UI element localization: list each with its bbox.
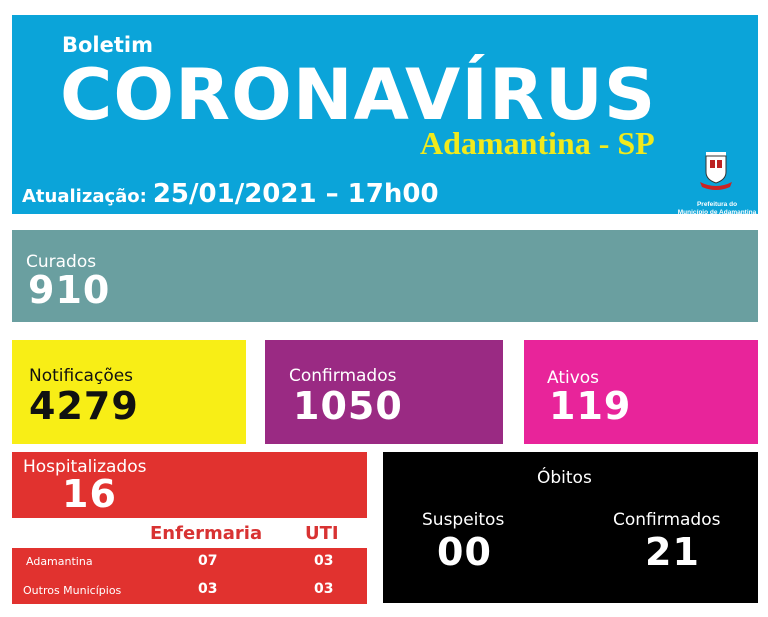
obitos-card: Óbitos Suspeitos 00 Confirmados 21 <box>383 452 758 603</box>
page-title: CORONAVÍRUS <box>60 54 657 136</box>
update-info: Atualização: 25/01/2021 – 17h00 <box>22 179 439 209</box>
confirmados-label: Confirmados <box>289 366 397 386</box>
row-label: Outros Municípios <box>23 584 122 597</box>
obitos-title: Óbitos <box>537 468 592 488</box>
city-hall-logo-text: Prefeitura do Município de Adamantina <box>672 201 762 217</box>
suspeitos-value: 00 <box>437 530 492 574</box>
curados-card: Curados 910 <box>12 230 758 322</box>
notificacoes-value: 4279 <box>29 384 139 428</box>
update-label: Atualização: <box>22 186 147 207</box>
row-enfermaria-value: 07 <box>198 553 218 569</box>
hospitalizados-value: 16 <box>62 472 117 516</box>
confirmados-value: 1050 <box>293 384 403 428</box>
update-value: 25/01/2021 – 17h00 <box>152 179 439 209</box>
row-uti-value: 03 <box>314 581 334 597</box>
curados-value: 910 <box>28 268 111 312</box>
row-label: Adamantina <box>26 555 93 568</box>
hospitalizados-table: Adamantina 07 03 Outros Municípios 03 03 <box>12 548 367 604</box>
notificacoes-label: Notificações <box>29 366 134 386</box>
hospitalizados-card: Hospitalizados 16 <box>12 452 367 518</box>
column-header-uti: UTI <box>305 523 339 544</box>
obitos-confirmados-label: Confirmados <box>613 510 721 530</box>
notificacoes-card: Notificações 4279 <box>12 340 246 444</box>
ativos-label: Ativos <box>547 368 600 388</box>
city-crest-icon <box>700 152 732 190</box>
header-banner: Boletim CORONAVÍRUS Adamantina - SP Atua… <box>12 15 758 216</box>
row-enfermaria-value: 03 <box>198 581 218 597</box>
obitos-confirmados-value: 21 <box>645 530 700 574</box>
city-label: Adamantina - SP <box>420 125 655 161</box>
confirmados-card: Confirmados 1050 <box>265 340 503 444</box>
logo-text-line-1: Prefeitura do <box>696 201 738 208</box>
curados-label: Curados <box>26 252 97 272</box>
logo-text-line-2: Município de Adamantina <box>677 209 757 216</box>
row-uti-value: 03 <box>314 553 334 569</box>
hospitalizados-label: Hospitalizados <box>23 457 147 477</box>
subtitle: Boletim <box>62 33 153 57</box>
ativos-card: Ativos 119 <box>524 340 758 444</box>
column-header-enfermaria: Enfermaria <box>150 523 263 544</box>
suspeitos-label: Suspeitos <box>422 510 505 530</box>
ativos-value: 119 <box>549 384 632 428</box>
